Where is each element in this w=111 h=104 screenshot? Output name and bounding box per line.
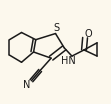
Text: O: O bbox=[85, 28, 92, 38]
Text: S: S bbox=[54, 23, 60, 33]
Text: HN: HN bbox=[61, 56, 76, 66]
Text: N: N bbox=[23, 80, 31, 90]
